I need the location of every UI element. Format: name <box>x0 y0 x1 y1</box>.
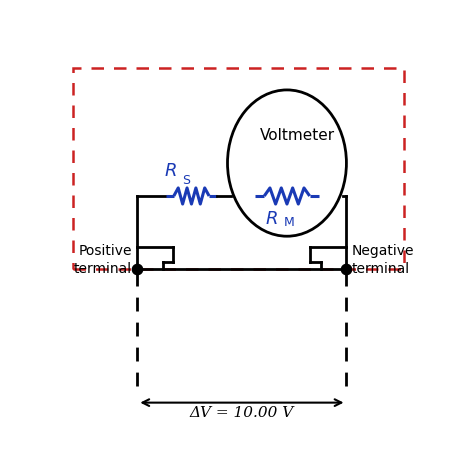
Point <box>134 266 141 273</box>
Text: $R$: $R$ <box>265 210 278 228</box>
Point <box>343 266 350 273</box>
Text: Negative
terminal: Negative terminal <box>352 244 414 276</box>
Text: M: M <box>284 216 295 229</box>
Text: S: S <box>182 174 191 187</box>
Text: ΔV = 10.00 V: ΔV = 10.00 V <box>190 406 294 420</box>
Text: Positive
terminal: Positive terminal <box>74 244 132 276</box>
Text: $R$: $R$ <box>164 162 177 180</box>
Text: Voltmeter: Voltmeter <box>260 128 335 143</box>
